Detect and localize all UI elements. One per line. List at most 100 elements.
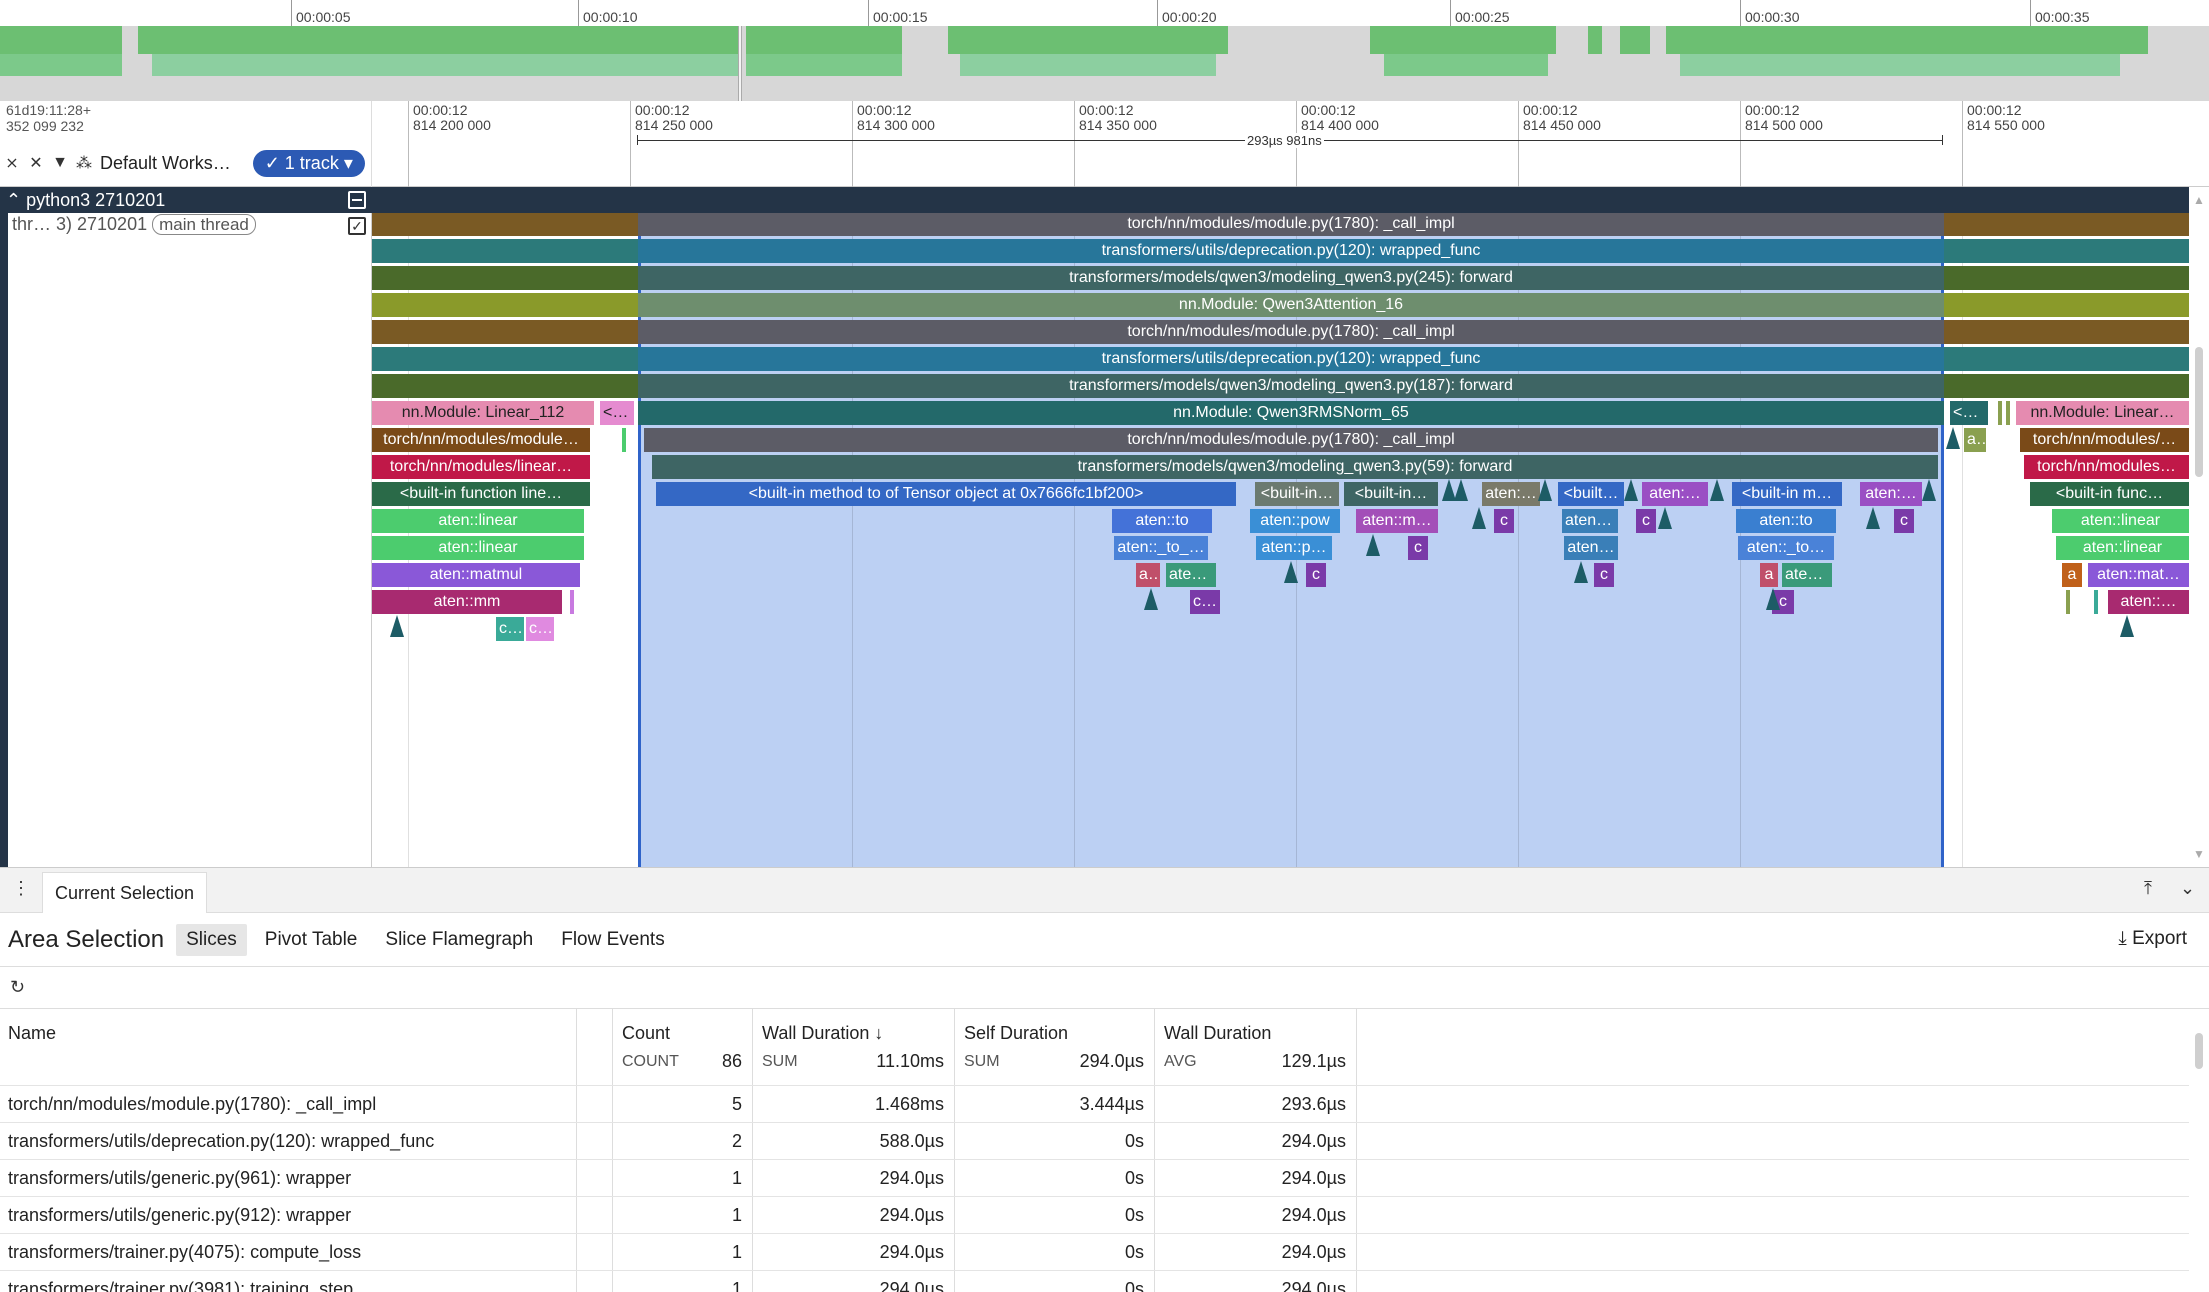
flow-event-arrow[interactable] bbox=[1658, 507, 1672, 529]
slice[interactable]: nn.Module: Qwen3RMSNorm_65 bbox=[638, 401, 1944, 425]
slice-marker[interactable] bbox=[622, 428, 626, 452]
slice[interactable]: c bbox=[1594, 563, 1614, 587]
subtab-slice-flamegraph[interactable]: Slice Flamegraph bbox=[385, 928, 534, 950]
slice[interactable]: a… bbox=[1964, 428, 1986, 452]
flow-event-arrow[interactable] bbox=[1144, 588, 1158, 610]
slice[interactable]: torch/nn/modules/module.py(1780): _call_… bbox=[638, 213, 1944, 236]
slice[interactable]: c bbox=[1494, 509, 1514, 533]
slice[interactable]: aten::matmul bbox=[372, 563, 580, 587]
slice[interactable]: nn.Module: Linear… bbox=[2016, 401, 2189, 425]
slice-marker[interactable] bbox=[1998, 401, 2002, 425]
column-header-wall-duration[interactable]: Wall Duration ↓ bbox=[762, 1023, 884, 1043]
column-header-self-duration[interactable]: Self Duration bbox=[964, 1023, 1069, 1043]
slice[interactable]: <b… bbox=[600, 401, 634, 425]
more-vert-icon[interactable]: ⋮ bbox=[12, 878, 30, 898]
slice-marker[interactable] bbox=[570, 590, 574, 614]
slice[interactable]: aten::_to… bbox=[1738, 536, 1834, 560]
chevron-down-icon[interactable]: ⌄ bbox=[2180, 878, 2196, 898]
flow-event-arrow[interactable] bbox=[1710, 479, 1724, 501]
slice[interactable]: <b… bbox=[1950, 401, 1988, 425]
slice[interactable]: <built-in… bbox=[1255, 482, 1339, 506]
unpin-icon[interactable]: ✕ bbox=[29, 155, 43, 172]
slice-marker[interactable] bbox=[2066, 590, 2070, 614]
subtab-flow-events[interactable]: Flow Events bbox=[561, 928, 665, 950]
slice[interactable]: aten… bbox=[1166, 563, 1216, 587]
column-header-wall-duration-avg[interactable]: Wall Duration bbox=[1164, 1023, 1272, 1043]
slice[interactable]: aten::linear bbox=[372, 536, 584, 560]
slice[interactable]: c bbox=[1408, 536, 1428, 560]
slice[interactable]: aten::linear bbox=[2052, 509, 2189, 533]
process-track-header[interactable]: ⌃ python3 2710201 bbox=[0, 187, 2189, 213]
scroll-thumb[interactable] bbox=[2195, 347, 2203, 477]
slice[interactable]: aten::to bbox=[1736, 509, 1836, 533]
slice[interactable]: aten::mm bbox=[372, 590, 562, 614]
overview-timeline[interactable]: 00:00:05 00:00:10 00:00:15 00:00:20 00:0… bbox=[0, 0, 2209, 101]
slice[interactable]: a bbox=[1760, 563, 1778, 587]
slice[interactable]: <built… bbox=[1558, 482, 1624, 506]
slice[interactable]: aten::m… bbox=[1356, 509, 1438, 533]
slice[interactable]: nn.Module: Qwen3Attention_16 bbox=[638, 293, 1944, 317]
flow-event-arrow[interactable] bbox=[1766, 588, 1780, 610]
slice[interactable]: aten::… bbox=[2108, 590, 2189, 614]
slice[interactable]: aten::_to_… bbox=[1114, 536, 1208, 560]
slice[interactable]: <built-in method to of Tensor object at … bbox=[656, 482, 1236, 506]
slice[interactable]: <built-in… bbox=[1344, 482, 1438, 506]
slice[interactable]: transformers/utils/deprecation.py(120): … bbox=[638, 347, 1944, 371]
tab-current-selection[interactable]: Current Selection bbox=[42, 872, 208, 913]
slice[interactable]: aten:… bbox=[1562, 509, 1618, 533]
pin-to-top-icon[interactable]: ⤒ bbox=[2144, 878, 2152, 898]
slice[interactable]: aten::mat… bbox=[2088, 563, 2189, 587]
flow-event-arrow[interactable] bbox=[1472, 507, 1486, 529]
flow-event-arrow[interactable] bbox=[1574, 561, 1588, 583]
flow-event-arrow[interactable] bbox=[1442, 479, 1456, 501]
track-scrollbar[interactable]: ▲ ▼ bbox=[2189, 187, 2209, 867]
slice[interactable]: torch/nn/modules/module.py(1780): _call_… bbox=[644, 428, 1938, 452]
slice[interactable]: aten::linear bbox=[372, 509, 584, 533]
flow-event-arrow[interactable] bbox=[1946, 427, 1960, 449]
slice[interactable]: aten… bbox=[1782, 563, 1832, 587]
slice-marker[interactable] bbox=[2094, 590, 2098, 614]
slice[interactable]: c… bbox=[526, 617, 554, 641]
table-row[interactable]: transformers/utils/generic.py(912): wrap… bbox=[0, 1196, 2189, 1233]
slice[interactable]: <built-in func… bbox=[2030, 482, 2189, 506]
slice[interactable]: <built-in function line… bbox=[372, 482, 590, 506]
table-row[interactable]: transformers/trainer.py(4075): compute_l… bbox=[0, 1233, 2189, 1270]
slice[interactable]: torch/nn/modules/… bbox=[2020, 428, 2189, 452]
slice[interactable]: c bbox=[1894, 509, 1914, 533]
workspace-selector[interactable]: Default Works… bbox=[100, 152, 231, 173]
slice[interactable]: <built-in m… bbox=[1732, 482, 1842, 506]
slice[interactable]: aten::linear bbox=[2056, 536, 2189, 560]
slice[interactable]: aten::p… bbox=[1256, 536, 1332, 560]
table-row[interactable]: transformers/utils/generic.py(961): wrap… bbox=[0, 1159, 2189, 1196]
flow-event-arrow[interactable] bbox=[1454, 479, 1468, 501]
slice[interactable]: torch/nn/modules/module… bbox=[372, 428, 590, 452]
slice[interactable]: c bbox=[1636, 509, 1656, 533]
slice[interactable]: transformers/utils/deprecation.py(120): … bbox=[638, 239, 1944, 263]
table-row[interactable]: transformers/utils/deprecation.py(120): … bbox=[0, 1122, 2189, 1159]
overview-viewport-window[interactable] bbox=[738, 26, 742, 101]
scroll-down-icon[interactable]: ▼ bbox=[2193, 847, 2205, 861]
slice[interactable]: torch/nn/modules/linear… bbox=[372, 455, 590, 479]
flow-event-arrow[interactable] bbox=[1366, 534, 1380, 556]
slice[interactable]: nn.Module: Linear_112 bbox=[372, 401, 594, 425]
scroll-thumb[interactable] bbox=[2195, 1033, 2203, 1069]
slice[interactable]: a… bbox=[1136, 563, 1160, 587]
flow-event-arrow[interactable] bbox=[1284, 561, 1298, 583]
slice[interactable]: aten… bbox=[1564, 536, 1618, 560]
table-row[interactable]: transformers/trainer.py(3981): training_… bbox=[0, 1270, 2189, 1292]
table-row[interactable]: torch/nn/modules/module.py(1780): _call_… bbox=[0, 1085, 2189, 1122]
track-filter-chip[interactable]: ✓ 1 track ▾ bbox=[252, 149, 365, 177]
flow-event-arrow[interactable] bbox=[2120, 615, 2134, 637]
column-header-count[interactable]: Count bbox=[622, 1023, 671, 1043]
refresh-icon[interactable]: ↻ bbox=[10, 977, 26, 997]
flow-event-arrow[interactable] bbox=[1538, 479, 1552, 501]
slice[interactable]: torch/nn/modules/module.py(1780): _call_… bbox=[638, 320, 1944, 344]
flow-event-arrow[interactable] bbox=[1624, 479, 1638, 501]
flamegraph-track[interactable]: torch/nn/modules/module.py(1780): _call_… bbox=[372, 213, 2189, 867]
scroll-up-icon[interactable]: ▲ bbox=[2193, 193, 2205, 207]
flow-event-arrow[interactable] bbox=[1866, 507, 1880, 529]
slice[interactable]: aten:… bbox=[1482, 482, 1540, 506]
slice[interactable]: torch/nn/modules… bbox=[2024, 455, 2189, 479]
subtab-slices[interactable]: Slices bbox=[176, 923, 247, 956]
slice[interactable]: aten:… bbox=[1860, 482, 1922, 506]
